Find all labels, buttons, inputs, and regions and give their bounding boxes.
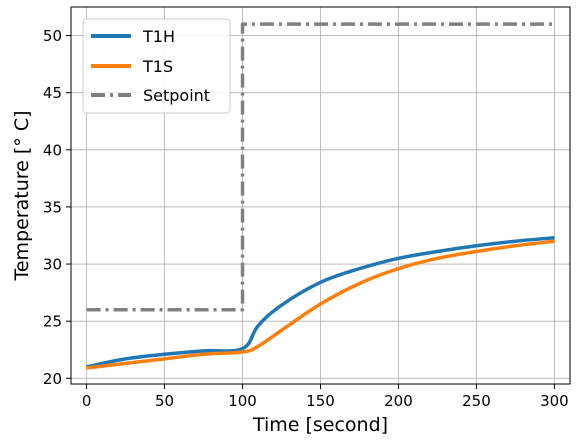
legend-label-setpoint: Setpoint — [143, 86, 210, 105]
ticks — [66, 35, 555, 389]
x-tick-label: 50 — [155, 392, 174, 410]
series-layer — [86, 22, 555, 370]
x-tick-label: 0 — [82, 392, 92, 410]
x-tick-label: 150 — [306, 392, 335, 410]
x-tick-label: 300 — [540, 392, 569, 410]
x-tick-label: 200 — [384, 392, 413, 410]
legend-label-t1s: T1S — [142, 57, 173, 76]
x-axis-title: Time [second] — [252, 414, 388, 436]
y-tick-label: 30 — [43, 256, 62, 274]
y-tick-label: 50 — [43, 27, 62, 45]
legend-label-t1h: T1H — [142, 27, 175, 46]
y-axis-title: Temperature [° C] — [11, 110, 33, 281]
series-line-t1h — [86, 236, 555, 369]
y-tick-label: 35 — [43, 198, 62, 216]
grid-lines — [71, 7, 570, 384]
y-tick-label: 40 — [43, 141, 62, 159]
series-line-t1s — [86, 239, 555, 370]
legend-box — [82, 18, 231, 114]
x-tick-label: 250 — [462, 392, 491, 410]
legend: T1H T1S Setpoint — [82, 18, 231, 114]
y-tick-label: 20 — [43, 370, 62, 388]
y-tick-label: 25 — [43, 313, 62, 331]
y-tick-label: 45 — [43, 84, 62, 102]
tick-labels: 0 50 100 150 200 250 300 20 25 30 35 40 45 50 — [43, 27, 569, 410]
x-tick-label: 100 — [228, 392, 257, 410]
series-line-setpoint — [86, 22, 555, 312]
